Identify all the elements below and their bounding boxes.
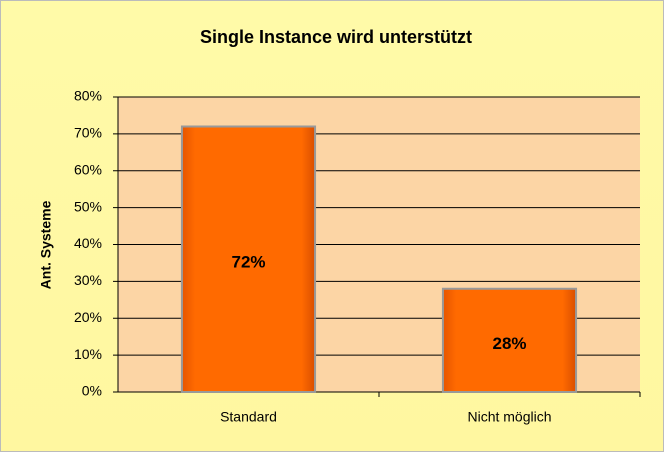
y-tick-label: 60% [74,161,102,177]
bar [180,125,317,393]
value-label: 72% [231,253,265,272]
y-tick-label: 0% [82,383,102,399]
y-axis-label: Ant. Systeme [38,200,54,289]
chart-title: Single Instance wird unterstützt [200,27,472,47]
y-tick-label: 30% [74,272,102,288]
y-tick-label: 40% [74,235,102,251]
x-tick-label: Standard [220,409,277,425]
x-tick-label: Nicht möglich [467,409,551,425]
value-label: 28% [492,334,526,353]
y-tick-label: 20% [74,309,102,325]
y-tick-label: 10% [74,346,102,362]
y-tick-label: 50% [74,198,102,214]
y-tick-label: 70% [74,125,102,141]
bar [441,287,578,393]
y-tick-label: 80% [74,88,102,104]
